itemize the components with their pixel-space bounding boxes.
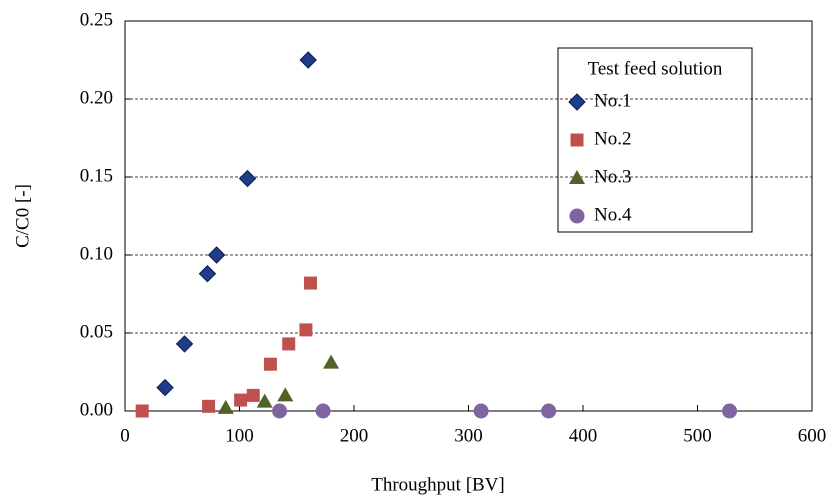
- square-marker: [282, 337, 296, 351]
- square-marker: [135, 404, 149, 418]
- y-axis-label: C/C0 [-]: [12, 184, 33, 248]
- square-marker: [299, 323, 313, 337]
- y-tick-label: 0.05: [80, 321, 113, 342]
- circle-marker: [569, 208, 585, 224]
- y-tick-label: 0.10: [80, 243, 113, 264]
- x-tick-label: 0: [120, 425, 130, 446]
- diamond-marker: [207, 246, 226, 264]
- legend-label: No.2: [594, 128, 631, 149]
- square-marker: [570, 133, 584, 147]
- triangle-marker: [217, 399, 234, 414]
- x-tick-label: 300: [454, 425, 483, 446]
- diamond-marker: [568, 93, 586, 111]
- triangle-marker: [569, 170, 585, 184]
- x-tick-label: 100: [225, 425, 254, 446]
- y-tick-label: 0.00: [80, 399, 113, 420]
- legend-label: No.4: [594, 204, 632, 225]
- triangle-marker: [256, 393, 273, 408]
- diamond-marker: [156, 378, 174, 397]
- y-tick-label: 0.25: [80, 9, 113, 30]
- circle-marker: [473, 403, 489, 419]
- circle-marker: [722, 403, 738, 419]
- y-tick-label: 0.20: [80, 87, 113, 108]
- circle-marker: [315, 403, 331, 419]
- legend-label: No.3: [594, 166, 631, 187]
- triangle-marker: [277, 387, 294, 402]
- x-tick-label: 500: [683, 425, 712, 446]
- diamond-marker: [299, 51, 317, 69]
- y-tick-label: 0.15: [80, 165, 113, 186]
- legend-title: Test feed solution: [588, 58, 723, 79]
- x-tick-label: 200: [340, 425, 369, 446]
- diamond-marker: [238, 169, 257, 188]
- x-tick-label: 600: [798, 425, 827, 446]
- square-marker: [246, 388, 260, 402]
- x-axis-label: Throughput [BV]: [371, 474, 505, 495]
- legend-label: No.1: [594, 90, 631, 111]
- square-marker: [303, 276, 317, 290]
- diamond-marker: [175, 335, 194, 353]
- square-marker: [263, 357, 277, 371]
- diamond-marker: [198, 265, 217, 283]
- legend-box: [557, 47, 753, 233]
- square-marker: [202, 399, 216, 413]
- circle-marker: [272, 403, 288, 419]
- circle-marker: [541, 403, 557, 419]
- triangle-marker: [323, 354, 340, 369]
- square-marker: [234, 393, 248, 407]
- x-tick-label: 400: [569, 425, 598, 446]
